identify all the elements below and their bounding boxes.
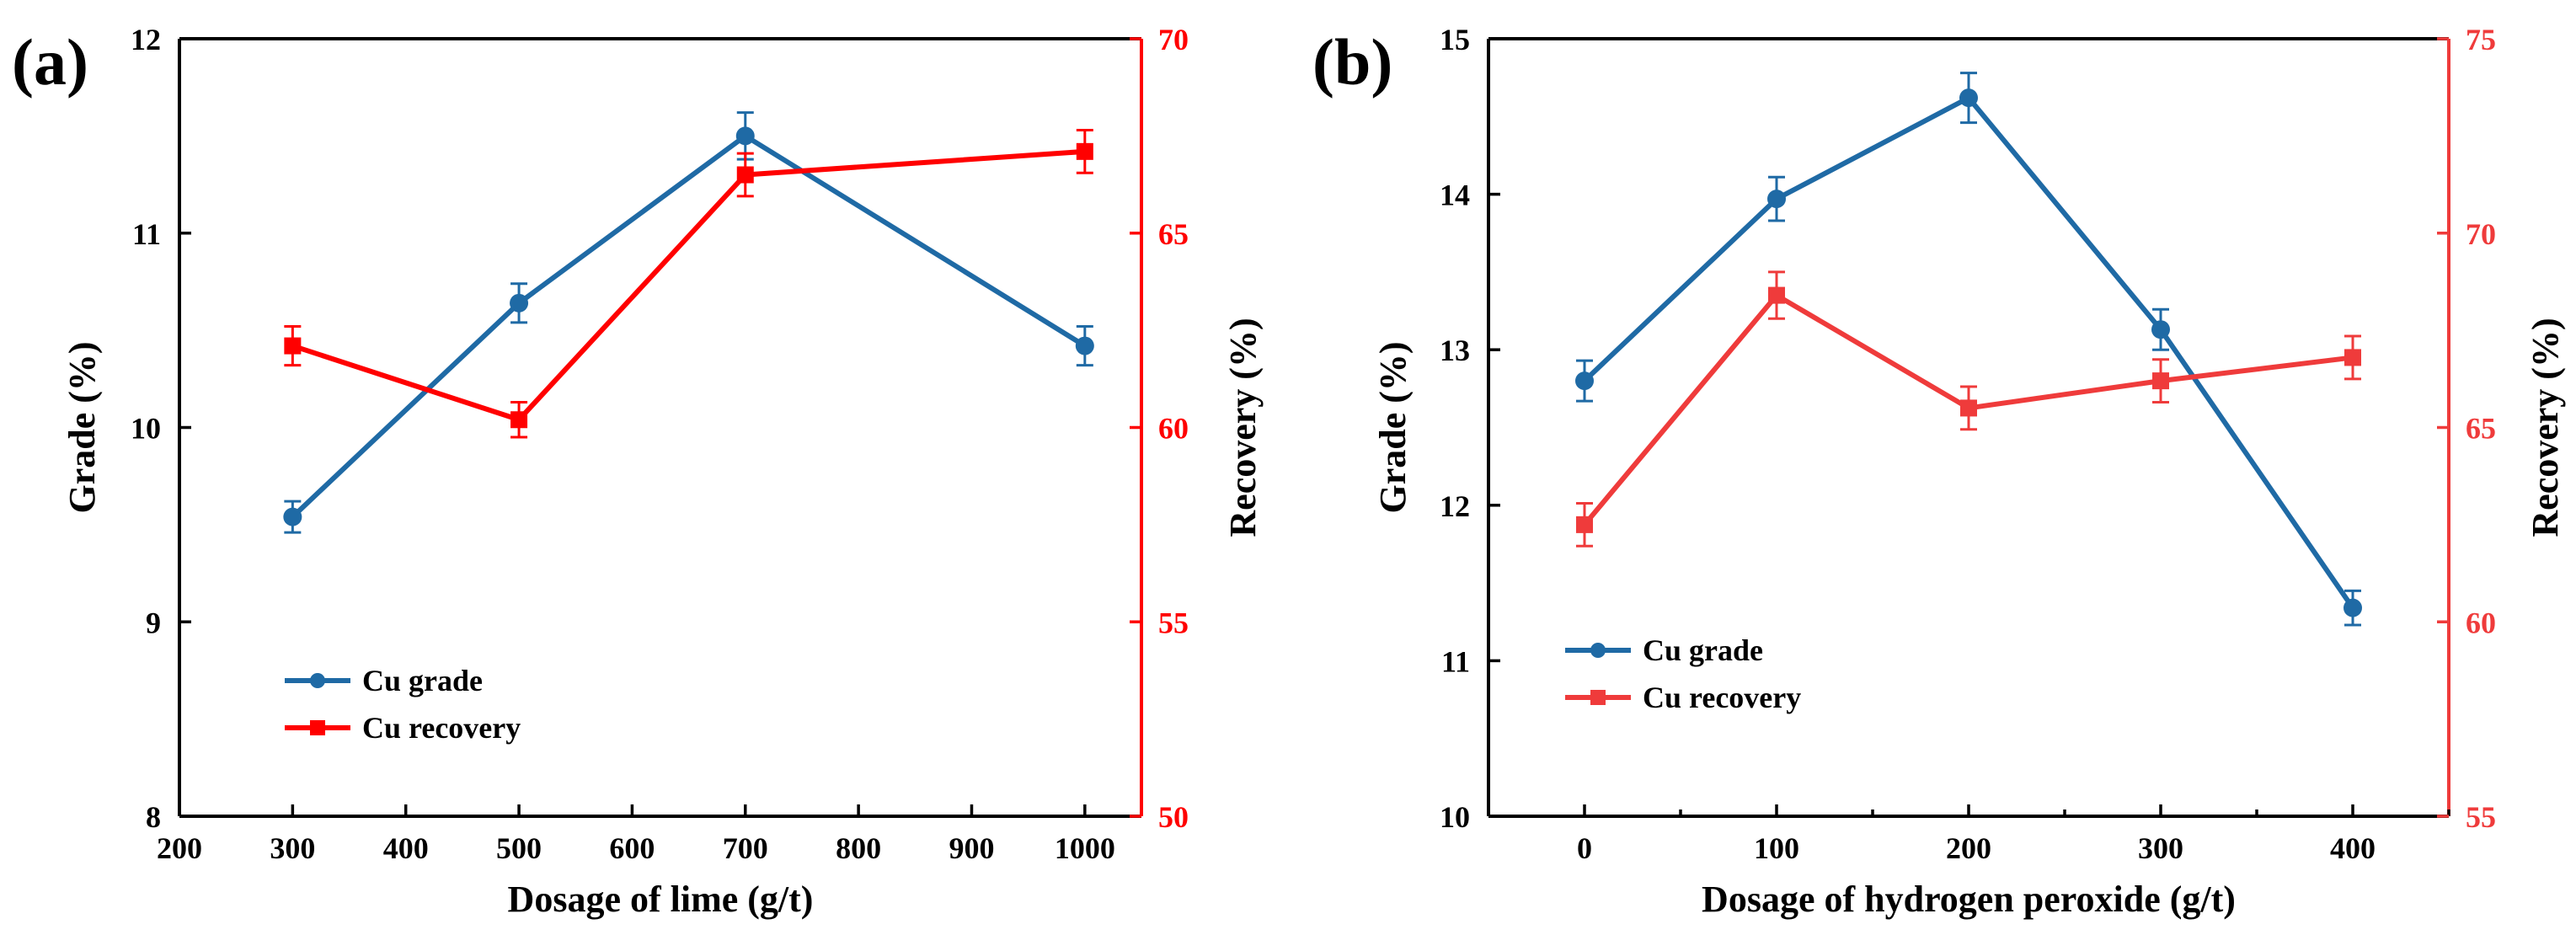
y-left-tick-label: 14 — [1440, 179, 1470, 212]
y-right-tick-label: 70 — [2466, 217, 2496, 251]
y-right-tick-label: 70 — [1158, 23, 1189, 56]
data-point-recovery — [284, 337, 302, 355]
series-line-grade — [291, 132, 1087, 519]
y-left-tick-label: 12 — [1440, 489, 1470, 523]
data-point-grade — [735, 126, 755, 146]
legend-item: Cu recovery — [285, 711, 521, 745]
x-tick-label: 400 — [2330, 831, 2376, 865]
chart-panel-b: (b) 0 100 200 300 400 10 11 12 13 14 15 55 60 65 70 75 Do… — [1312, 23, 2566, 920]
data-point-recovery — [510, 411, 528, 429]
legend-marker-circle — [1590, 643, 1606, 658]
y-left-tick-label: 12 — [131, 23, 161, 56]
data-point-grade — [1959, 88, 1978, 108]
y-axis-title-right: Recovery (%) — [2525, 318, 2566, 537]
data-point-recovery — [1768, 286, 1785, 304]
x-tick-label: 700 — [723, 831, 768, 865]
y-left-tick-label: 15 — [1440, 23, 1470, 56]
x-tick-label: 200 — [157, 831, 202, 865]
data-point-recovery — [736, 166, 754, 184]
y-right-tick-label: 55 — [2466, 800, 2496, 834]
data-point-recovery — [1076, 142, 1093, 160]
x-tick-label: 300 — [270, 831, 315, 865]
y-right-tick-label: 75 — [2466, 23, 2496, 56]
data-point-recovery — [1960, 399, 1977, 417]
legend-item: Cu recovery — [1565, 681, 1801, 714]
panel-label: (b) — [1312, 25, 1392, 99]
legend-marker-square — [1590, 690, 1606, 705]
legend-label: Cu grade — [362, 664, 483, 697]
x-tick-label: 400 — [383, 831, 429, 865]
x-tick-label: 100 — [1754, 831, 1799, 865]
x-tick-label: 800 — [836, 831, 881, 865]
x-axis-title: Dosage of lime (g/t) — [508, 879, 814, 920]
chart-panel-a: (a) 200 300 400 500 600 700 800 900 1000 8 9 10 11 12 5… — [12, 23, 1264, 920]
data-point-grade — [1075, 336, 1094, 355]
legend-label: Cu grade — [1643, 633, 1763, 667]
y-axis-title-left: Grade (%) — [1372, 341, 1414, 513]
data-point-grade — [2151, 320, 2170, 339]
y-right-tick-label: 60 — [1158, 412, 1189, 446]
legend-item: Cu grade — [285, 664, 483, 697]
panel-label: (a) — [12, 25, 88, 99]
y-right-tick-label: 65 — [2466, 412, 2496, 446]
y-axis-title-left: Grade (%) — [61, 341, 103, 513]
y-left-tick-label: 13 — [1440, 334, 1470, 367]
data-point-recovery — [2344, 349, 2361, 366]
data-point-grade — [283, 507, 302, 526]
data-point-grade — [1575, 371, 1594, 391]
y-axis-title-right: Recovery (%) — [1222, 318, 1264, 537]
y-left-tick-label: 11 — [1441, 644, 1470, 678]
data-point-grade — [2344, 598, 2362, 617]
x-axis-title: Dosage of hydrogen peroxide (g/t) — [1702, 879, 2236, 920]
y-left-tick-label: 10 — [1440, 800, 1470, 834]
x-tick-label: 200 — [1946, 831, 1991, 865]
series-line-recovery — [291, 148, 1086, 423]
x-tick-label: 500 — [496, 831, 542, 865]
x-tick-label: 1000 — [1055, 831, 1115, 865]
y-left-tick-label: 8 — [146, 800, 161, 834]
x-tick-label: 0 — [1577, 831, 1592, 865]
series-line-grade — [1582, 94, 2355, 610]
data-point-grade — [1767, 190, 1786, 209]
legend-marker-circle — [310, 673, 325, 688]
legend-item: Cu grade — [1565, 633, 1763, 667]
y-left-tick-label: 11 — [132, 217, 161, 251]
legend-label: Cu recovery — [1643, 681, 1801, 714]
legend-label: Cu recovery — [362, 711, 521, 745]
data-point-grade — [510, 293, 529, 313]
data-point-recovery — [2152, 372, 2169, 390]
x-tick-label: 300 — [2138, 831, 2183, 865]
y-right-tick-label: 50 — [1158, 800, 1189, 834]
data-point-recovery — [1576, 516, 1593, 533]
y-right-tick-label: 65 — [1158, 217, 1189, 251]
y-left-tick-label: 9 — [146, 606, 161, 639]
legend-marker-square — [310, 720, 325, 735]
y-right-tick-label: 55 — [1158, 606, 1189, 639]
x-tick-label: 600 — [609, 831, 655, 865]
y-right-tick-label: 60 — [2466, 606, 2496, 639]
y-left-tick-label: 10 — [131, 412, 161, 446]
x-tick-label: 900 — [949, 831, 994, 865]
